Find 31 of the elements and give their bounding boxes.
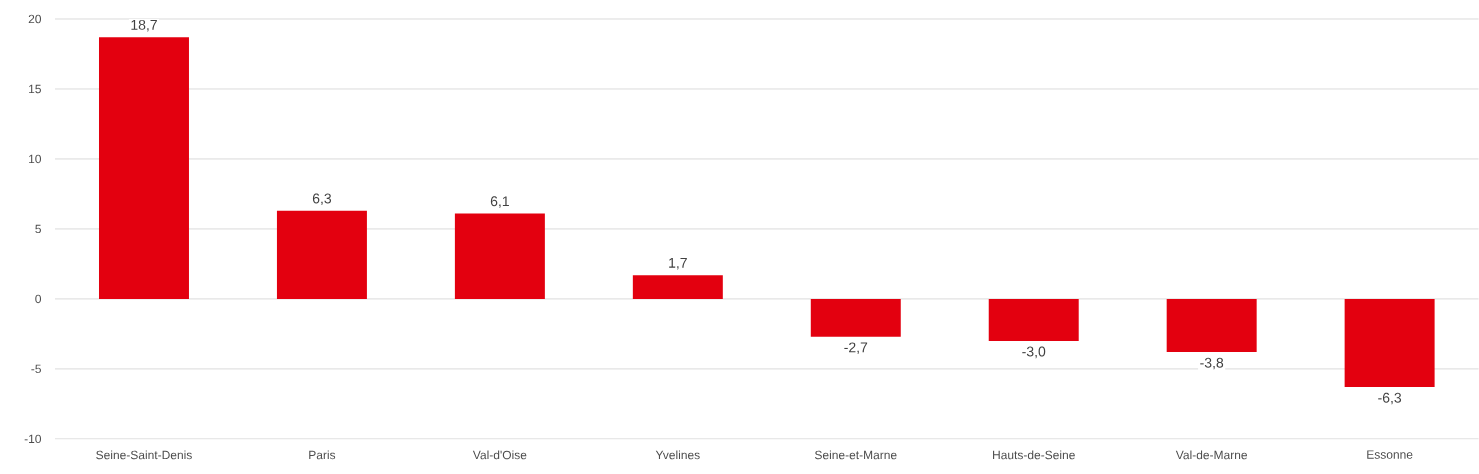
- x-tick-label: Yvelines: [655, 450, 700, 460]
- y-tick-label: -5: [31, 364, 41, 374]
- y-tick-label: 0: [35, 294, 42, 304]
- y-tick-label: 5: [35, 224, 41, 234]
- x-tick-label: Seine-Saint-Denis: [96, 450, 192, 460]
- bar: [99, 37, 189, 299]
- y-tick-label: -10: [24, 434, 42, 444]
- x-tick-label: Paris: [309, 450, 336, 460]
- x-tick-label: Hauts-de-Seine: [993, 450, 1075, 460]
- y-tick-label: 10: [29, 154, 42, 164]
- bar: [454, 213, 545, 299]
- x-tick-label: Seine-et-Marne: [814, 450, 897, 460]
- data-label: -2,7: [844, 342, 868, 355]
- bar: [1166, 298, 1257, 353]
- x-tick-label: Val-d'Oise: [472, 450, 527, 460]
- data-label: 6,3: [312, 193, 332, 206]
- data-label: -3,0: [1022, 346, 1046, 359]
- bar: [276, 210, 367, 299]
- bar: [810, 298, 901, 337]
- data-label: -6,3: [1378, 392, 1402, 405]
- bar: [1344, 298, 1435, 388]
- y-tick-label: 20: [28, 14, 42, 24]
- data-label: -3,8: [1200, 357, 1224, 370]
- data-label: 1,7: [669, 258, 687, 270]
- y-tick-label: 15: [29, 84, 41, 94]
- x-tick-label: Val-de-Marne: [1175, 450, 1248, 460]
- data-label: 6,1: [490, 196, 509, 208]
- bar: [632, 275, 723, 299]
- x-tick-label: Essonne: [1367, 450, 1413, 459]
- data-label: 18,7: [131, 19, 157, 32]
- bar: [988, 298, 1079, 341]
